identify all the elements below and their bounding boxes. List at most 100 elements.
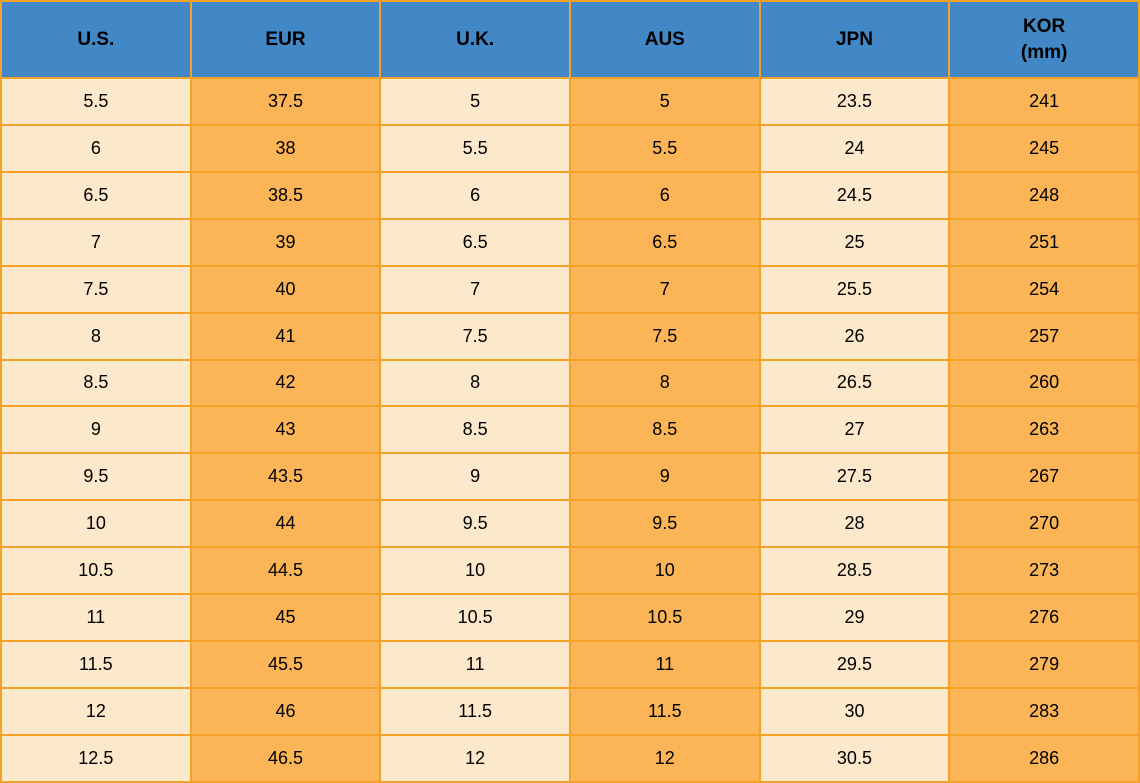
table-cell: 25.5 [758,264,951,314]
table-cell: 43.5 [189,452,382,502]
table-cell: 273 [948,546,1140,596]
table-cell: 30 [758,686,951,736]
table-cell: 241 [948,77,1140,126]
table-cell: 7 [568,264,761,314]
column-header-label: U.S. [77,28,115,50]
table-cell: 10 [0,499,192,549]
table-cell: 8 [379,358,571,408]
table-cell: 9.5 [0,452,192,502]
table-cell: 26.5 [758,358,951,408]
table-cell: 11.5 [0,640,192,689]
table-cell: 44 [189,499,382,549]
table-cell: 12 [379,733,571,783]
table-cell: 29.5 [758,640,951,689]
column-header-label: AUS [644,28,685,50]
table-cell: 270 [948,499,1140,549]
table-cell: 283 [948,686,1140,736]
table-cell: 254 [948,264,1140,314]
table-cell: 11.5 [568,686,761,736]
table-cell: 251 [948,217,1140,267]
table-cell: 8.5 [0,358,192,408]
column-header-label: EUR [265,28,306,50]
table-cell: 6 [0,123,192,173]
table-cell: 6.5 [0,170,192,220]
table-cell: 5.5 [379,123,571,173]
table-cell: 9 [0,405,192,455]
table-cell: 27.5 [758,452,951,502]
table-cell: 5.5 [568,123,761,173]
table-cell: 7 [379,264,571,314]
column-header-sublabel: (mm) [1020,41,1068,63]
table-row: 6.5 38.5 6 6 24.5 248 [0,170,1140,220]
table-row: 8.5 42 8 8 26.5 260 [0,358,1140,408]
table-cell: 11 [0,593,192,643]
table-cell: 25 [758,217,951,267]
table-cell: 10 [568,546,761,596]
table-cell: 6.5 [568,217,761,267]
table-cell: 24.5 [758,170,951,220]
table-cell: 10 [379,546,571,596]
table-cell: 12.5 [0,733,192,783]
column-header-label: JPN [835,28,873,50]
column-header-label: U.K. [456,28,495,50]
header-row: U.S. EUR U.K. AUS JPN KOR (mm) [0,0,1140,79]
table-cell: 23.5 [758,77,951,126]
table-row: 8 41 7.5 7.5 26 257 [0,311,1140,361]
table-cell: 11 [379,640,571,689]
table-cell: 5.5 [0,77,192,126]
table-cell: 276 [948,593,1140,643]
table-cell: 8.5 [379,405,571,455]
table-cell: 5 [568,77,761,126]
table-cell: 6 [379,170,571,220]
table-cell: 12 [568,733,761,783]
table-cell: 248 [948,170,1140,220]
table-row: 5.5 37.5 5 5 23.5 241 [0,77,1140,126]
column-header-kor: KOR (mm) [948,0,1140,79]
table-cell: 41 [189,311,382,361]
table-cell: 46.5 [189,733,382,783]
table-header: U.S. EUR U.K. AUS JPN KOR (mm) [0,0,1140,79]
table-cell: 260 [948,358,1140,408]
table-cell: 10.5 [568,593,761,643]
table-cell: 11.5 [379,686,571,736]
table-cell: 39 [189,217,382,267]
table-row: 11 45 10.5 10.5 29 276 [0,593,1140,643]
table-cell: 28 [758,499,951,549]
table-cell: 7.5 [568,311,761,361]
table-cell: 10.5 [0,546,192,596]
table-cell: 6.5 [379,217,571,267]
table-cell: 26 [758,311,951,361]
column-header-eur: EUR [189,0,382,79]
table-cell: 5 [379,77,571,126]
table-cell: 9.5 [568,499,761,549]
table-cell: 245 [948,123,1140,173]
table-cell: 9.5 [379,499,571,549]
table-cell: 42 [189,358,382,408]
table-body: 5.5 37.5 5 5 23.5 241 6 38 5.5 5.5 24 245 6.5 38.5 6 6 2… [0,77,1140,783]
table-cell: 10.5 [379,593,571,643]
table-cell: 38.5 [189,170,382,220]
column-header-jpn: JPN [758,0,951,79]
table-row: 10 44 9.5 9.5 28 270 [0,499,1140,549]
table-cell: 8.5 [568,405,761,455]
table-row: 7 39 6.5 6.5 25 251 [0,217,1140,267]
table-cell: 267 [948,452,1140,502]
table-cell: 44.5 [189,546,382,596]
table-row: 6 38 5.5 5.5 24 245 [0,123,1140,173]
table-row: 7.5 40 7 7 25.5 254 [0,264,1140,314]
table-cell: 7.5 [379,311,571,361]
table-cell: 40 [189,264,382,314]
table-cell: 9 [568,452,761,502]
table-cell: 279 [948,640,1140,689]
table-cell: 8 [568,358,761,408]
table-cell: 7.5 [0,264,192,314]
table-cell: 29 [758,593,951,643]
table-row: 11.5 45.5 11 11 29.5 279 [0,640,1140,689]
table-cell: 43 [189,405,382,455]
table-cell: 263 [948,405,1140,455]
table-cell: 257 [948,311,1140,361]
table-cell: 37.5 [189,77,382,126]
column-header-uk: U.K. [379,0,571,79]
table-row: 9.5 43.5 9 9 27.5 267 [0,452,1140,502]
table-cell: 45 [189,593,382,643]
